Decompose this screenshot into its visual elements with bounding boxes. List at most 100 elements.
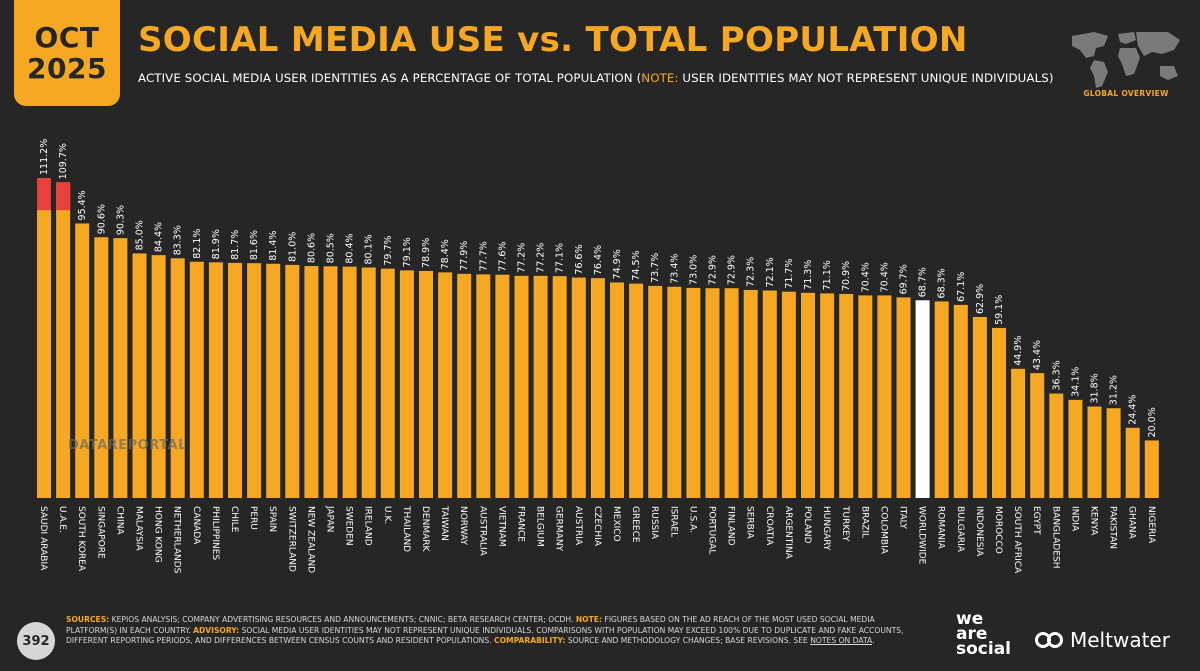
- bar-norway: [457, 273, 472, 498]
- category-label: GREECE: [630, 506, 640, 543]
- bar-value-label: 72.9%: [708, 255, 719, 285]
- bar-china: [113, 238, 128, 498]
- bar-value-label: 59.1%: [994, 295, 1005, 325]
- bar-overflow-segment: [56, 182, 71, 211]
- category-label: SERBIA: [745, 506, 755, 539]
- subtitle-main: ACTIVE SOCIAL MEDIA USER IDENTITIES AS A…: [138, 71, 642, 85]
- category-label: BELGIUM: [535, 506, 545, 547]
- bar-austria: [571, 277, 586, 498]
- bar-japan: [323, 266, 338, 498]
- bar-value-label: 79.1%: [402, 237, 413, 267]
- category-label: VIETNAM: [496, 506, 506, 547]
- category-label: ARGENTINA: [783, 506, 793, 560]
- bar-value-label: 71.3%: [803, 260, 814, 290]
- bar-value-label: 80.4%: [345, 233, 356, 263]
- bar-value-label: 34.1%: [1070, 367, 1081, 397]
- bar-philippines: [208, 262, 223, 498]
- category-label: BULGARIA: [955, 506, 965, 553]
- bar-chile: [228, 262, 242, 498]
- category-label: IRELAND: [363, 506, 373, 546]
- category-label: GERMANY: [554, 506, 564, 552]
- bar-value-label: 95.4%: [77, 190, 88, 220]
- note-text: FIGURES BASED ON THE AD REACH OF THE MOS…: [66, 615, 875, 635]
- category-label: PERU: [248, 506, 258, 530]
- category-label: HONG KONG: [153, 506, 163, 563]
- bar-turkey: [839, 293, 854, 498]
- bar-value-label: 20.0%: [1147, 407, 1158, 437]
- note-label: NOTE:: [575, 615, 603, 624]
- category-label: ISRAEL: [668, 506, 678, 537]
- bar-hungary: [820, 293, 835, 498]
- bar-value-label: 84.4%: [154, 222, 165, 252]
- subtitle-note-text: USER IDENTITIES MAY NOT REPRESENT UNIQUE…: [678, 71, 1054, 85]
- bar-bangladesh: [1049, 393, 1064, 498]
- category-label: NIGERIA: [1146, 506, 1156, 544]
- bar-brazil: [858, 295, 873, 498]
- category-label: WORLDWIDE: [917, 506, 927, 565]
- bar-peru: [247, 263, 262, 498]
- logo-was-line3: social: [956, 639, 1012, 659]
- comparability-label: COMPARABILITY:: [494, 636, 566, 645]
- category-label: JAPAN: [325, 505, 335, 532]
- date-month: OCT: [34, 21, 100, 54]
- bar-serbia: [743, 289, 758, 498]
- bar-mexico: [610, 282, 624, 498]
- bar-value-label: 44.9%: [1013, 336, 1024, 366]
- category-label: SOUTH KOREA: [76, 506, 86, 572]
- bar-value-label: 79.7%: [383, 235, 394, 265]
- datareportal-watermark: DATAREPORTAL: [68, 438, 187, 453]
- category-label: BANGLADESH: [1050, 506, 1060, 569]
- sources-label: SOURCES:: [66, 615, 110, 624]
- bar-france: [514, 275, 529, 498]
- bar-value-label: 62.9%: [975, 284, 986, 314]
- bar-value-label: 70.9%: [841, 261, 852, 291]
- bar-netherlands: [170, 258, 185, 498]
- category-label: POLAND: [802, 506, 812, 544]
- category-label: SINGAPORE: [95, 506, 105, 559]
- bar-value-label: 80.5%: [326, 233, 337, 263]
- footer-notes: SOURCES: KEPIOS ANALYSIS; COMPANY ADVERT…: [66, 615, 926, 647]
- page-title: SOCIAL MEDIA USE vs. TOTAL POPULATION: [138, 20, 968, 60]
- category-label: FRANCE: [516, 506, 526, 542]
- category-label: PAKISTAN: [1108, 506, 1118, 549]
- bar-value-label: 76.6%: [574, 244, 585, 274]
- advisory-text: SOCIAL MEDIA USER IDENTITIES MAY NOT REP…: [66, 625, 904, 646]
- bar-singapore: [94, 237, 109, 498]
- bar-finland: [724, 288, 739, 498]
- logo-was-line1: we: [956, 609, 984, 629]
- bar-value-label: 76.4%: [593, 245, 604, 275]
- bar-switzerland: [285, 264, 300, 498]
- bar-poland: [801, 292, 815, 498]
- bar-nigeria: [1144, 440, 1159, 498]
- notes-on-data-link[interactable]: NOTES ON DATA: [810, 636, 873, 645]
- bar-value-label: 31.2%: [1109, 375, 1120, 405]
- bar-value-label: 68.7%: [918, 267, 929, 297]
- meltwater-wordmark: Meltwater: [1070, 628, 1170, 652]
- bar-russia: [648, 285, 663, 498]
- meltwater-logo: Meltwater: [1034, 628, 1170, 652]
- bar-value-label: 77.7%: [478, 241, 489, 271]
- bar-worldwide: [915, 300, 930, 498]
- bar-value-label: 83.3%: [173, 225, 184, 255]
- bar-value-label: 90.6%: [96, 204, 107, 234]
- bar-value-label: 81.0%: [287, 232, 298, 262]
- bar-portugal: [705, 288, 720, 498]
- bar-south-africa: [1011, 368, 1026, 498]
- category-label: GHANA: [1127, 506, 1137, 540]
- category-label: MALAYSIA: [134, 506, 144, 551]
- category-label: DENMARK: [420, 506, 430, 553]
- bar-south-korea: [75, 223, 90, 498]
- category-label: CANADA: [191, 506, 201, 545]
- bar-value-label: 111.2%: [39, 139, 50, 175]
- we-are-social-logo: we are social: [956, 609, 1012, 659]
- bar-value-label: 78.4%: [440, 239, 451, 269]
- category-label: SAUDI ARABIA: [38, 506, 48, 571]
- bar-value-label: 72.9%: [727, 255, 738, 285]
- category-label: SOUTH AFRICA: [1012, 506, 1022, 574]
- bar-egypt: [1030, 373, 1045, 498]
- category-label: AUSTRALIA: [477, 506, 487, 557]
- category-label: CROATIA: [764, 506, 774, 546]
- category-label: SPAIN: [267, 506, 277, 532]
- bar-value-label: 24.4%: [1128, 395, 1139, 425]
- bar-value-label: 71.1%: [822, 260, 833, 290]
